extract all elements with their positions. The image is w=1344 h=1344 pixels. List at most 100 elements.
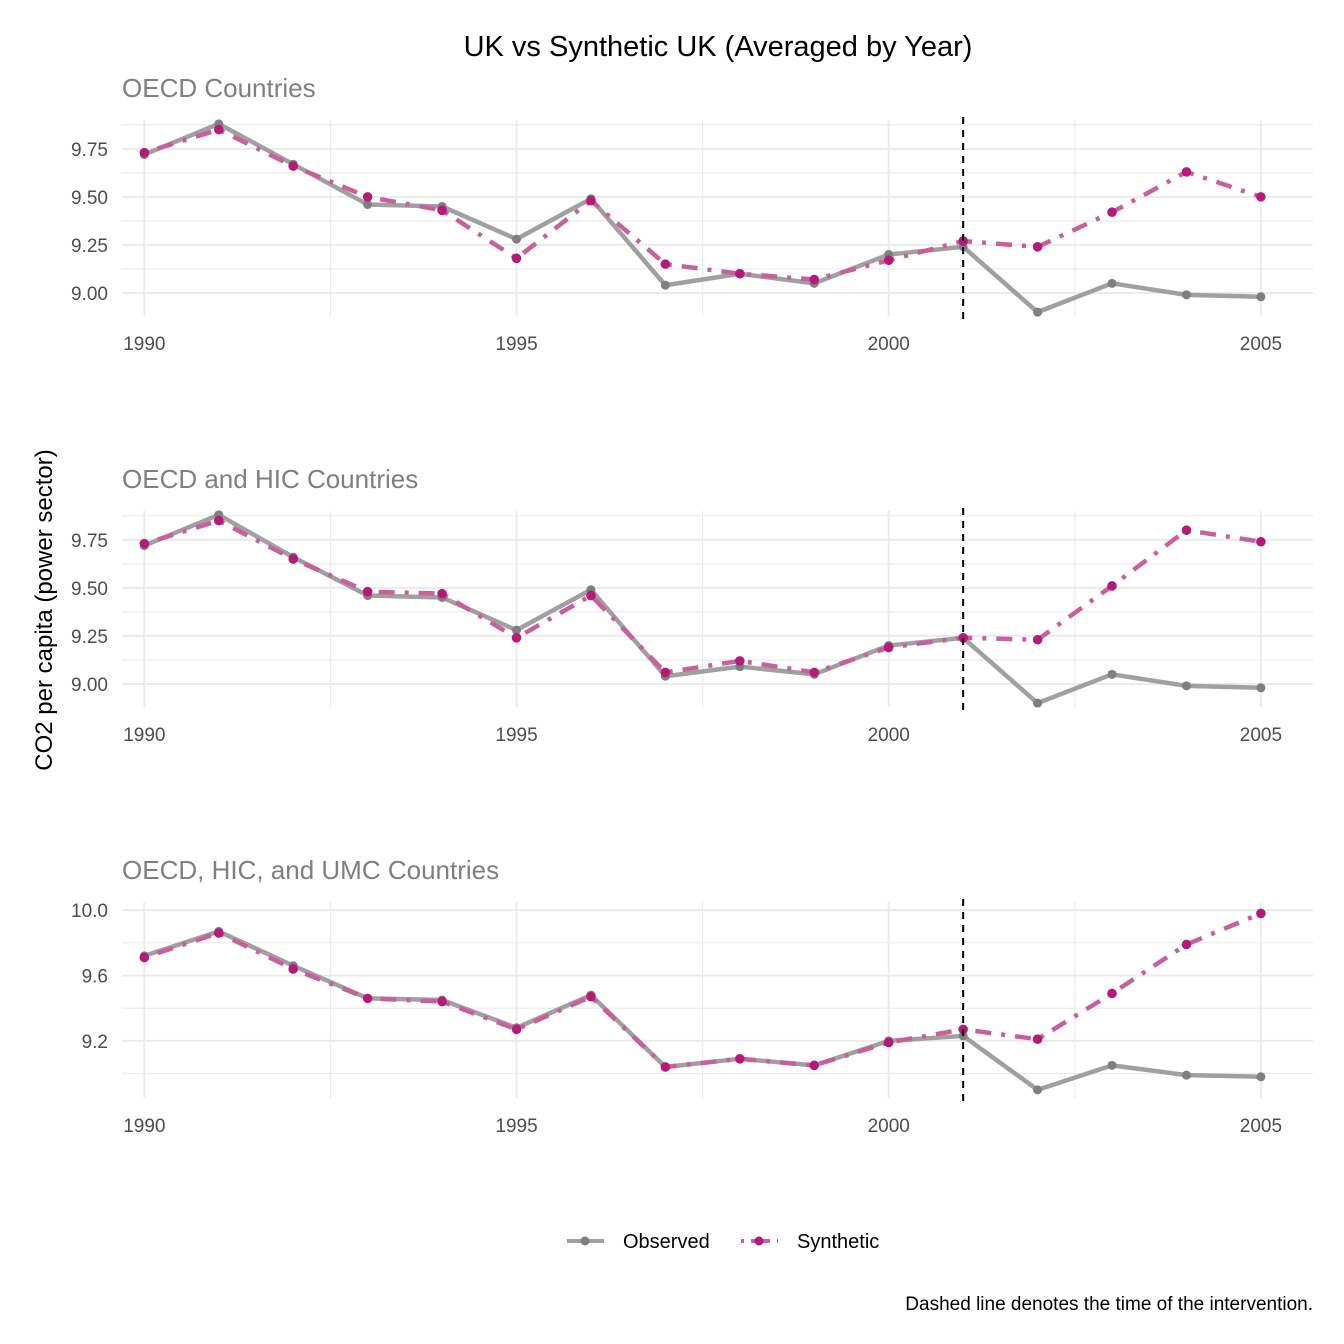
synthetic-point bbox=[362, 993, 373, 1004]
legend-observed-point bbox=[580, 1236, 590, 1246]
synthetic-point bbox=[1181, 167, 1192, 177]
y-tick-label: 9.50 bbox=[71, 579, 108, 600]
observed-point bbox=[1107, 669, 1117, 679]
synthetic-point bbox=[735, 1054, 745, 1064]
observed-point bbox=[1033, 1085, 1043, 1095]
synthetic-point bbox=[1181, 525, 1192, 536]
x-tick-label: 1990 bbox=[123, 725, 165, 746]
synthetic-point bbox=[437, 205, 447, 216]
legend-synthetic-point bbox=[754, 1236, 764, 1246]
y-tick-label: 9.75 bbox=[71, 140, 108, 161]
synthetic-point bbox=[139, 147, 150, 158]
synthetic-point bbox=[809, 667, 820, 678]
synthetic-point bbox=[660, 1062, 671, 1072]
observed-point bbox=[512, 625, 522, 635]
synthetic-point bbox=[139, 538, 150, 549]
synthetic-point bbox=[1107, 988, 1117, 999]
synthetic-point bbox=[511, 1024, 522, 1035]
synthetic-point bbox=[586, 991, 596, 1002]
observed-point bbox=[1256, 1072, 1266, 1082]
x-tick-label: 1995 bbox=[495, 725, 537, 746]
synthetic-series-line bbox=[143, 911, 1262, 1070]
panel-subtitle: OECD, HIC, and UMC Countries bbox=[122, 855, 499, 885]
synthetic-point bbox=[213, 124, 224, 135]
x-tick-label: 1990 bbox=[123, 1116, 165, 1137]
synthetic-point bbox=[1107, 581, 1117, 591]
x-tick-label: 2005 bbox=[1240, 725, 1282, 746]
synthetic-point bbox=[437, 996, 447, 1007]
synthetic-point bbox=[735, 268, 745, 279]
caption: Dashed line denotes the time of the inte… bbox=[905, 1294, 1313, 1315]
legend: Observed Synthetic bbox=[567, 1231, 879, 1253]
synthetic-point bbox=[1032, 242, 1043, 252]
observed-series-line bbox=[143, 121, 1261, 315]
synthetic-point bbox=[1107, 207, 1117, 218]
legend-item-observed: Observed bbox=[567, 1231, 710, 1253]
synthetic-point bbox=[288, 554, 299, 564]
x-tick-label: 1995 bbox=[495, 334, 537, 355]
synthetic-point bbox=[958, 236, 968, 246]
synthetic-point bbox=[288, 161, 299, 171]
synthetic-point bbox=[883, 642, 894, 653]
observed-point bbox=[1181, 290, 1191, 300]
legend-observed-label: Observed bbox=[623, 1231, 710, 1253]
observed-point bbox=[1033, 307, 1043, 317]
observed-point bbox=[1181, 1070, 1191, 1080]
synthetic-point bbox=[809, 274, 820, 285]
synthetic-point bbox=[437, 588, 447, 599]
x-tick-label: 2005 bbox=[1240, 334, 1282, 355]
synthetic-point bbox=[288, 964, 299, 974]
synthetic-point bbox=[586, 195, 596, 206]
observed-point bbox=[1181, 681, 1191, 691]
observed-point bbox=[1107, 1060, 1117, 1070]
synthetic-point bbox=[511, 633, 522, 643]
x-tick-label: 1995 bbox=[495, 1116, 537, 1137]
synthetic-point bbox=[213, 515, 224, 526]
observed-point bbox=[1256, 292, 1266, 302]
y-tick-label: 9.6 bbox=[82, 967, 108, 988]
synthetic-point bbox=[1256, 908, 1266, 919]
legend-item-synthetic: Synthetic bbox=[741, 1231, 879, 1253]
y-tick-label: 9.2 bbox=[82, 1032, 108, 1053]
synthetic-point bbox=[139, 952, 150, 963]
observed-point bbox=[660, 280, 670, 290]
observed-point bbox=[1256, 683, 1266, 693]
panel-subtitle: OECD Countries bbox=[122, 73, 316, 103]
observed-point bbox=[512, 234, 522, 244]
synthetic-point bbox=[511, 253, 522, 264]
synthetic-point bbox=[735, 656, 745, 666]
x-tick-label: 2000 bbox=[868, 1116, 910, 1137]
y-tick-label: 9.00 bbox=[71, 284, 108, 305]
x-tick-label: 2000 bbox=[868, 334, 910, 355]
synthetic-point bbox=[660, 667, 671, 678]
synthetic-point bbox=[1032, 1034, 1043, 1044]
synthetic-point bbox=[1181, 939, 1192, 950]
synthetic-point bbox=[883, 255, 894, 266]
chart-title: UK vs Synthetic UK (Averaged by Year) bbox=[464, 31, 973, 63]
synthetic-point bbox=[586, 590, 596, 601]
observed-point bbox=[1033, 698, 1043, 708]
synthetic-point bbox=[660, 259, 671, 269]
y-tick-label: 9.25 bbox=[71, 627, 108, 648]
y-tick-label: 9.00 bbox=[71, 675, 108, 696]
synthetic-point bbox=[958, 633, 968, 643]
synthetic-point bbox=[213, 928, 224, 938]
synthetic-series-line bbox=[143, 127, 1262, 282]
observed-point bbox=[363, 200, 373, 210]
y-tick-label: 9.50 bbox=[71, 188, 108, 209]
panel-subtitle: OECD and HIC Countries bbox=[122, 464, 418, 494]
x-tick-label: 2005 bbox=[1240, 1116, 1282, 1137]
panels: OECD Countries 9.00 9.25 9.50 9.75 1990 1995 20… bbox=[71, 73, 1313, 1137]
x-tick-label: 2000 bbox=[868, 725, 910, 746]
y-tick-label: 9.25 bbox=[71, 236, 108, 257]
synthetic-point bbox=[1032, 634, 1043, 645]
y-tick-label: 9.75 bbox=[71, 531, 108, 552]
y-axis-label: CO2 per capita (power sector) bbox=[31, 449, 58, 770]
y-tick-label: 10.0 bbox=[71, 901, 108, 922]
panel-3: OECD, HIC, and UMC Countries 9.2 9.6 10.0 19… bbox=[71, 855, 1313, 1137]
synthetic-point bbox=[362, 586, 373, 597]
panel-1: OECD Countries 9.00 9.25 9.50 9.75 1990 1995 20… bbox=[71, 73, 1313, 355]
synthetic-point bbox=[883, 1037, 894, 1048]
panel-2: OECD and HIC Countries 9.00 9.25 9.50 9.75 19… bbox=[71, 464, 1313, 746]
